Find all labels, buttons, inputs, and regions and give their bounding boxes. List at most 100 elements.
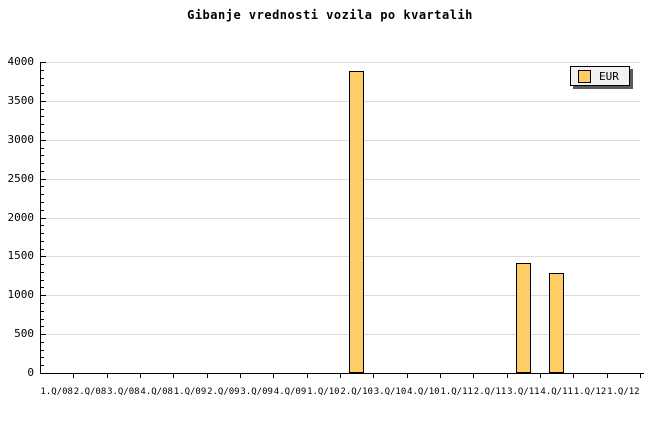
y-minor-tick <box>41 287 44 289</box>
x-tick-label: 1.Q/12 <box>607 387 640 397</box>
bar-2.Q/10 <box>349 70 365 373</box>
y-major-tick <box>41 62 46 63</box>
y-minor-tick <box>41 77 44 79</box>
y-minor-tick <box>41 170 44 172</box>
y-minor-tick <box>41 163 44 165</box>
y-minor-tick <box>41 108 44 110</box>
x-tick-label: 4.Q/08 <box>140 387 173 397</box>
x-tick <box>606 374 608 378</box>
y-minor-tick <box>41 264 44 266</box>
y-minor-tick <box>41 357 44 359</box>
gridline <box>40 334 640 336</box>
y-major-tick <box>41 139 46 141</box>
legend-swatch-eur <box>578 69 591 83</box>
x-tick-label: 2.Q/10 <box>340 387 373 397</box>
y-tick-label: 1000 <box>7 288 35 302</box>
x-tick <box>106 374 108 378</box>
x-tick <box>240 374 241 378</box>
x-axis <box>40 373 644 374</box>
y-major-tick <box>41 217 46 219</box>
y-minor-tick <box>41 155 44 157</box>
y-minor-tick <box>41 225 44 227</box>
y-axis <box>40 62 41 374</box>
x-tick-label: 1.Q/08 <box>40 387 73 397</box>
y-minor-tick <box>41 279 44 281</box>
x-tick <box>273 374 275 378</box>
x-tick-label: 3.Q/11 <box>507 387 540 397</box>
x-tick <box>540 374 541 378</box>
x-tick-label: 3.Q/08 <box>107 387 140 397</box>
x-tick-label: 1.Q/12 <box>573 387 607 397</box>
x-tick <box>140 374 141 378</box>
x-tick-label: 1.Q/11 <box>440 387 473 397</box>
gridline <box>40 139 640 141</box>
y-minor-tick <box>41 326 44 328</box>
x-tick <box>73 374 75 378</box>
x-tick <box>306 374 308 378</box>
x-tick-label: 2.Q/08 <box>73 387 107 397</box>
x-tick <box>473 374 475 378</box>
bar-3.Q/11 <box>515 262 531 373</box>
y-minor-tick <box>41 147 44 149</box>
y-minor-tick <box>41 271 44 273</box>
legend-label: EUR <box>599 69 619 83</box>
y-minor-tick <box>41 303 44 305</box>
gridline <box>40 295 640 297</box>
x-tick-label: 1.Q/09 <box>173 387 207 397</box>
bar-4.Q/11 <box>549 273 565 373</box>
x-tick-label: 3.Q/09 <box>240 387 273 397</box>
y-tick-label: 0 <box>27 366 34 379</box>
y-minor-tick <box>41 116 44 118</box>
y-minor-tick <box>41 69 44 71</box>
x-tick-label: 3.Q/10 <box>373 387 407 397</box>
x-tick <box>506 374 508 378</box>
y-major-tick <box>41 256 46 258</box>
y-minor-tick <box>41 85 44 87</box>
gridline <box>40 178 640 180</box>
x-tick-label: 4.Q/11 <box>540 387 573 397</box>
y-minor-tick <box>41 186 44 188</box>
x-tick-label: 2.Q/09 <box>207 387 240 397</box>
y-minor-tick <box>41 194 44 196</box>
x-tick <box>173 374 175 378</box>
y-major-tick <box>41 295 46 297</box>
x-tick <box>573 374 575 378</box>
y-minor-tick <box>41 240 44 242</box>
y-minor-tick <box>41 124 44 126</box>
y-minor-tick <box>41 248 44 250</box>
x-tick <box>206 374 208 378</box>
x-tick-label: 2.Q/11 <box>473 387 507 397</box>
y-tick-label: 2000 <box>7 210 35 224</box>
y-minor-tick <box>41 349 44 351</box>
x-tick <box>373 374 375 378</box>
legend: EUR <box>570 66 630 86</box>
y-tick-label: 2500 <box>7 171 35 185</box>
x-tick-label: 4.Q/09 <box>273 387 307 397</box>
x-tick-label: 1.Q/10 <box>307 387 340 397</box>
y-minor-tick <box>41 209 44 211</box>
x-tick <box>640 374 641 378</box>
y-major-tick <box>41 334 46 336</box>
gridline <box>40 217 640 219</box>
y-minor-tick <box>41 233 44 235</box>
y-minor-tick <box>41 131 44 133</box>
y-tick-label: 500 <box>14 327 34 341</box>
y-major-tick <box>41 178 46 180</box>
x-tick <box>340 374 341 378</box>
x-tick <box>440 374 441 378</box>
y-tick-label: 1500 <box>7 249 35 263</box>
chart-title: Gibanje vrednosti vozila po kvartalih <box>187 8 473 22</box>
y-tick-label: 3000 <box>7 132 35 146</box>
y-minor-tick <box>41 341 44 343</box>
x-tick-label: 4.Q/10 <box>407 387 440 397</box>
y-minor-tick <box>41 201 44 203</box>
y-minor-tick <box>41 310 44 312</box>
gridline <box>40 256 640 258</box>
y-minor-tick <box>41 365 44 367</box>
gridline <box>40 62 640 63</box>
y-minor-tick <box>41 93 44 95</box>
y-major-tick <box>41 100 46 102</box>
y-minor-tick <box>41 318 44 320</box>
